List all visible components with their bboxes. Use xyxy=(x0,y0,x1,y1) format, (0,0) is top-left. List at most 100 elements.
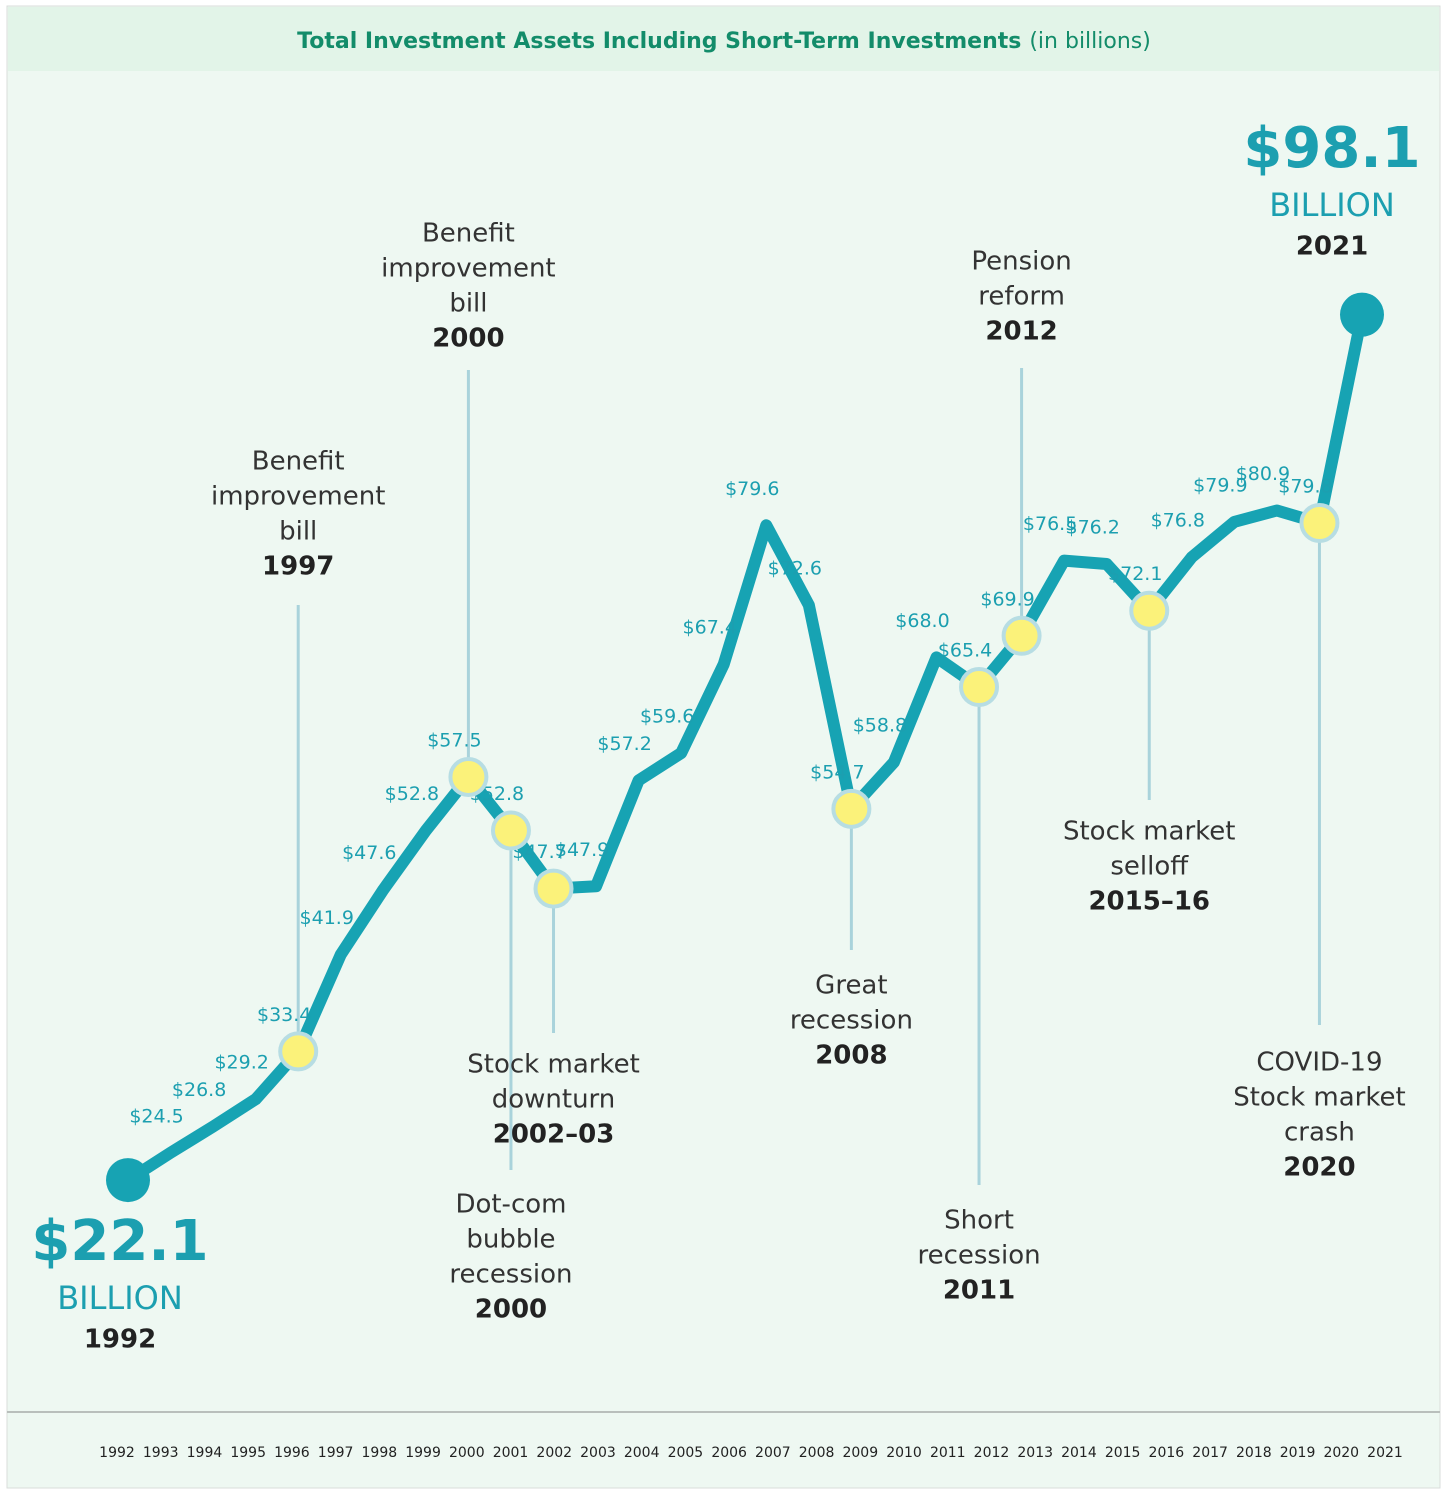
data-label: $76.5 xyxy=(1023,513,1077,535)
annotation-text: recession xyxy=(449,1260,572,1290)
x-tick-label: 2000 xyxy=(449,1445,485,1461)
annotation-year: 2008 xyxy=(815,1041,887,1071)
annotation-text: Pension xyxy=(971,247,1071,277)
annotation-text: downturn xyxy=(492,1085,616,1115)
x-tick-label: 2001 xyxy=(493,1445,529,1461)
event-marker xyxy=(1001,615,1042,656)
data-label: $72.6 xyxy=(768,558,822,580)
data-label: $79.9 xyxy=(1193,474,1247,496)
x-tick-label: 2013 xyxy=(1017,1445,1053,1461)
endpoint-year: 2021 xyxy=(1296,232,1368,262)
x-tick-label: 1997 xyxy=(318,1445,354,1461)
data-label: $59.6 xyxy=(640,706,694,728)
event-marker xyxy=(959,667,1000,708)
data-label: $24.5 xyxy=(129,1105,183,1127)
x-tick-label: 1996 xyxy=(274,1445,310,1461)
data-label: $52.8 xyxy=(385,783,439,805)
data-label: $69.9 xyxy=(980,588,1034,610)
x-tick-label: 1995 xyxy=(230,1445,266,1461)
data-label: $47.7 xyxy=(512,841,566,863)
annotation-text: Short xyxy=(944,1206,1014,1236)
x-tick-label: 2006 xyxy=(711,1445,747,1461)
data-label: $68.0 xyxy=(895,610,949,632)
endpoint-unit: BILLION xyxy=(1269,186,1395,224)
annotation-text: Stock market xyxy=(1233,1083,1406,1113)
data-label: $57.5 xyxy=(427,729,481,751)
annotation-year: 2012 xyxy=(985,317,1057,347)
x-tick-label: 2017 xyxy=(1192,1445,1228,1461)
data-label: $65.4 xyxy=(938,640,992,662)
event-marker xyxy=(278,1031,319,1072)
x-tick-label: 2012 xyxy=(974,1445,1010,1461)
annotation-text: crash xyxy=(1284,1118,1355,1148)
x-tick-label: 1994 xyxy=(187,1445,223,1461)
annotation-year: 2000 xyxy=(432,324,504,354)
x-tick-label: 1992 xyxy=(99,1445,135,1461)
annotation-text: bubble xyxy=(466,1225,555,1255)
x-tick-label: 2016 xyxy=(1149,1445,1185,1461)
endpoint-dot xyxy=(1340,292,1384,337)
data-label: $33.4 xyxy=(257,1004,311,1026)
annotation-year: 2011 xyxy=(943,1276,1015,1306)
event-marker xyxy=(1129,590,1170,631)
x-tick-label: 2015 xyxy=(1105,1445,1141,1461)
x-tick-label: 2021 xyxy=(1367,1445,1403,1461)
data-label: $72.1 xyxy=(1108,563,1162,585)
endpoint-value: $98.1 xyxy=(1243,116,1420,181)
event-marker xyxy=(448,756,489,797)
x-tick-label: 2019 xyxy=(1280,1445,1316,1461)
annotation-text: selloff xyxy=(1110,852,1189,882)
x-tick-label: 2009 xyxy=(842,1445,878,1461)
event-marker xyxy=(1299,503,1340,544)
endpoint-unit: BILLION xyxy=(57,1279,183,1317)
data-label: $79.6 xyxy=(725,478,779,500)
annotation-text: reform xyxy=(978,282,1065,312)
event-marker xyxy=(533,868,574,909)
data-label: $54.7 xyxy=(810,761,864,783)
annotation-year: 2015–16 xyxy=(1088,887,1210,917)
annotation-text: bill xyxy=(449,289,487,319)
annotation-year: 2020 xyxy=(1283,1153,1355,1183)
x-tick-label: 2005 xyxy=(668,1445,704,1461)
x-tick-label: 2020 xyxy=(1323,1445,1359,1461)
annotation-text: Benefit xyxy=(252,447,345,477)
event-marker xyxy=(831,788,872,829)
x-tick-label: 2014 xyxy=(1061,1445,1097,1461)
annotation-text: COVID-19 xyxy=(1256,1048,1382,1078)
x-tick-label: 2010 xyxy=(886,1445,922,1461)
data-label: $29.2 xyxy=(214,1052,268,1074)
annotation-text: recession xyxy=(790,1006,913,1036)
background xyxy=(6,5,1441,1489)
annotation-text: Stock market xyxy=(1063,817,1236,847)
data-label: $41.9 xyxy=(300,907,354,929)
data-label: $57.2 xyxy=(597,733,651,755)
x-tick-label: 1999 xyxy=(405,1445,441,1461)
data-label: $79.8 xyxy=(1278,476,1332,498)
x-tick-label: 2018 xyxy=(1236,1445,1272,1461)
x-tick-label: 2008 xyxy=(799,1445,835,1461)
x-tick-label: 1993 xyxy=(143,1445,179,1461)
x-tick-label: 2011 xyxy=(930,1445,966,1461)
data-label: $26.8 xyxy=(172,1079,226,1101)
annotation-text: improvement xyxy=(211,482,385,512)
event-marker xyxy=(490,810,531,851)
endpoint-year: 1992 xyxy=(84,1325,156,1355)
annotation-year: 1997 xyxy=(262,552,334,582)
x-tick-label: 2003 xyxy=(580,1445,616,1461)
title-main: Total Investment Assets Including Short-… xyxy=(297,29,1021,54)
annotation-text: improvement xyxy=(381,254,555,284)
data-label: $80.9 xyxy=(1236,463,1290,485)
annotation-text: bill xyxy=(279,517,317,547)
data-label: $76.8 xyxy=(1151,510,1205,532)
data-label: $58.8 xyxy=(853,715,907,737)
header-band xyxy=(8,7,1439,71)
annotation-text: Stock market xyxy=(467,1050,640,1080)
x-tick-label: 2004 xyxy=(624,1445,660,1461)
chart-title: Total Investment Assets Including Short-… xyxy=(297,29,1151,54)
annotation-year: 2000 xyxy=(475,1295,547,1325)
annotation-text: recession xyxy=(917,1241,1040,1271)
annotation-text: Benefit xyxy=(422,219,515,249)
annotation-text: Dot-com xyxy=(455,1190,566,1220)
